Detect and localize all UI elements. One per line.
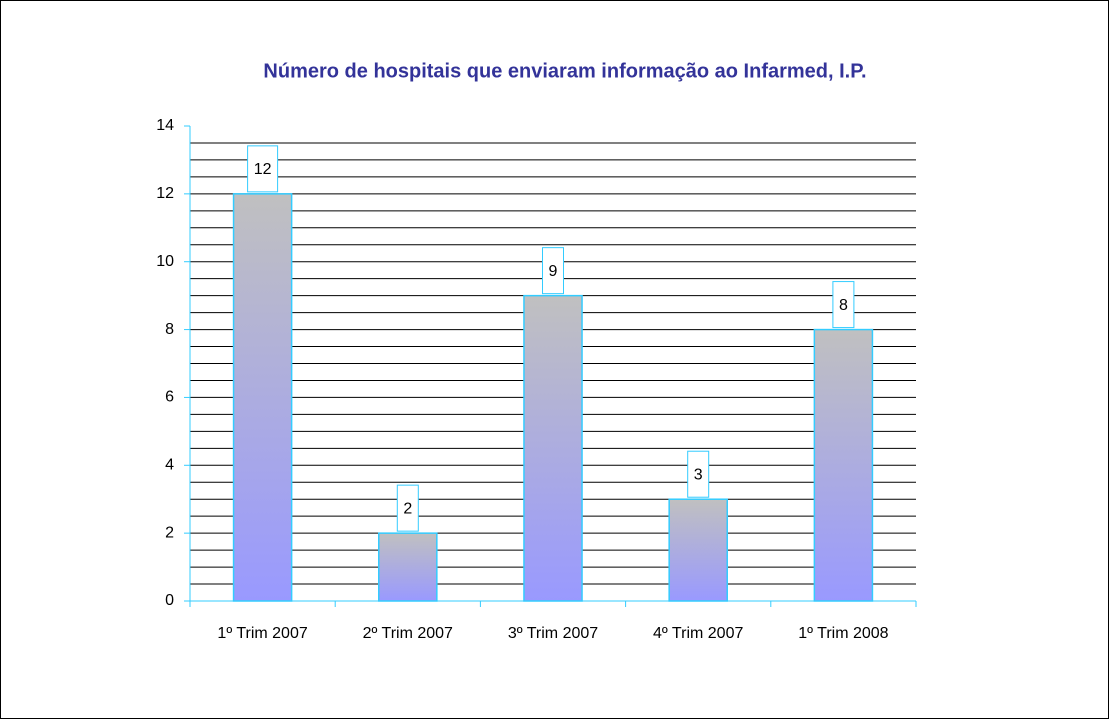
- bar: [378, 532, 438, 602]
- y-tick-label: 8: [165, 321, 174, 338]
- y-tick-label: 2: [165, 524, 174, 541]
- x-tick-label: 1º Trim 2007: [217, 625, 307, 642]
- y-tick-label: 0: [165, 592, 174, 609]
- data-label-box: [687, 450, 710, 498]
- data-label: 3: [694, 466, 703, 483]
- data-label: 2: [403, 500, 412, 517]
- data-label: 12: [254, 161, 272, 178]
- x-tick-label: 2º Trim 2007: [363, 625, 453, 642]
- bar: [523, 294, 583, 602]
- bar: [813, 328, 874, 602]
- bar: [668, 498, 728, 602]
- data-label-box: [832, 281, 855, 329]
- data-label-box: [247, 145, 279, 193]
- x-tick-label: 3º Trim 2007: [508, 625, 598, 642]
- y-tick-label: 6: [165, 389, 174, 406]
- y-tick-label: 10: [156, 253, 174, 270]
- y-tick-label: 12: [156, 185, 174, 202]
- x-tick-label: 1º Trim 2008: [798, 625, 888, 642]
- x-tick-label: 4º Trim 2007: [653, 625, 743, 642]
- y-tick-label: 4: [165, 457, 174, 474]
- data-label: 8: [839, 297, 848, 314]
- bar: [232, 193, 293, 602]
- data-label: 9: [549, 263, 558, 280]
- chart-title: Número de hospitais que enviaram informa…: [263, 60, 866, 82]
- y-tick-label: 14: [156, 117, 174, 134]
- data-label-box: [396, 484, 419, 532]
- data-label-box: [542, 247, 564, 295]
